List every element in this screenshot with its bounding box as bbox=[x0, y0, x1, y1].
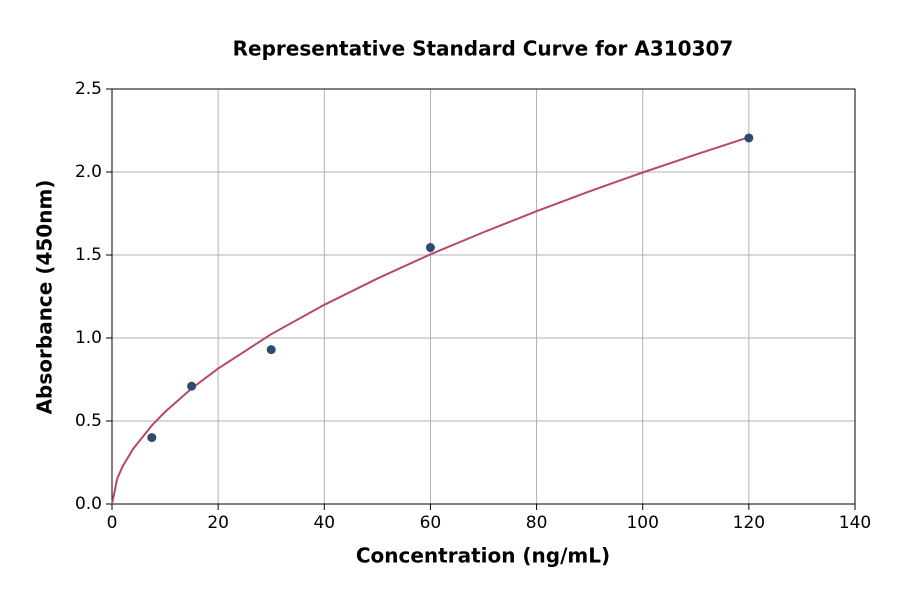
y-tick-label: 0.5 bbox=[75, 411, 102, 431]
data-point bbox=[187, 381, 197, 391]
x-tick-label: 0 bbox=[107, 513, 118, 533]
x-axis-label: Concentration (ng/mL) bbox=[356, 544, 610, 568]
x-tick-label: 20 bbox=[207, 513, 229, 533]
x-tick-label: 100 bbox=[626, 513, 658, 533]
y-tick-label: 1.0 bbox=[75, 328, 102, 348]
x-tick-label: 60 bbox=[420, 513, 442, 533]
x-tick-label: 140 bbox=[839, 513, 871, 533]
y-tick-label: 2.0 bbox=[75, 162, 102, 182]
chart-title: Representative Standard Curve for A31030… bbox=[233, 37, 734, 61]
y-tick-label: 2.5 bbox=[75, 79, 102, 99]
plot-frame bbox=[111, 88, 856, 505]
y-tick-label: 1.5 bbox=[75, 245, 102, 265]
x-tick-label: 120 bbox=[733, 513, 765, 533]
data-point bbox=[266, 345, 276, 355]
data-point bbox=[744, 133, 754, 143]
fit-curve bbox=[111, 136, 750, 505]
y-axis-label: Absorbance (450nm) bbox=[33, 180, 57, 415]
y-tick-label: 0.0 bbox=[75, 494, 102, 514]
data-point bbox=[425, 243, 435, 253]
x-tick-label: 40 bbox=[313, 513, 335, 533]
x-tick-label: 80 bbox=[526, 513, 548, 533]
data-point bbox=[147, 433, 157, 443]
